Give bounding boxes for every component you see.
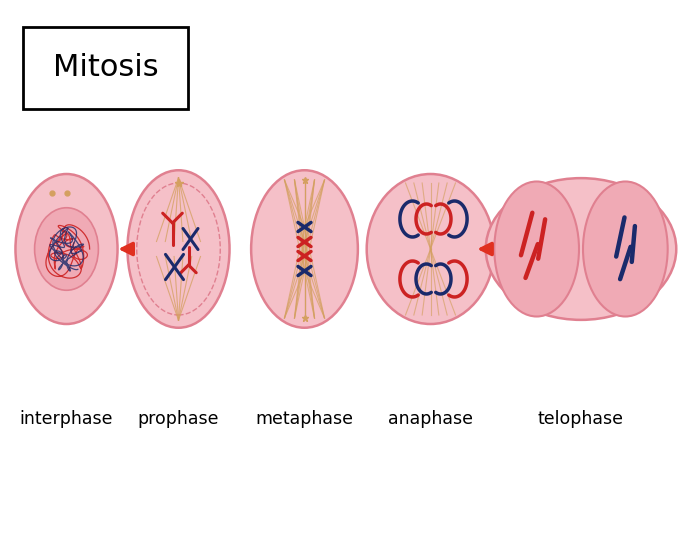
Ellipse shape	[367, 174, 494, 324]
Text: interphase: interphase	[20, 410, 113, 428]
Ellipse shape	[127, 170, 230, 328]
Text: telophase: telophase	[538, 410, 624, 428]
Text: prophase: prophase	[138, 410, 219, 428]
Ellipse shape	[15, 174, 118, 324]
Ellipse shape	[583, 182, 668, 316]
Text: anaphase: anaphase	[388, 410, 473, 428]
Ellipse shape	[486, 178, 676, 320]
FancyBboxPatch shape	[23, 27, 188, 109]
Ellipse shape	[494, 182, 579, 316]
Text: Mitosis: Mitosis	[52, 53, 158, 82]
Ellipse shape	[251, 170, 358, 328]
Text: metaphase: metaphase	[256, 410, 354, 428]
Ellipse shape	[34, 208, 99, 290]
